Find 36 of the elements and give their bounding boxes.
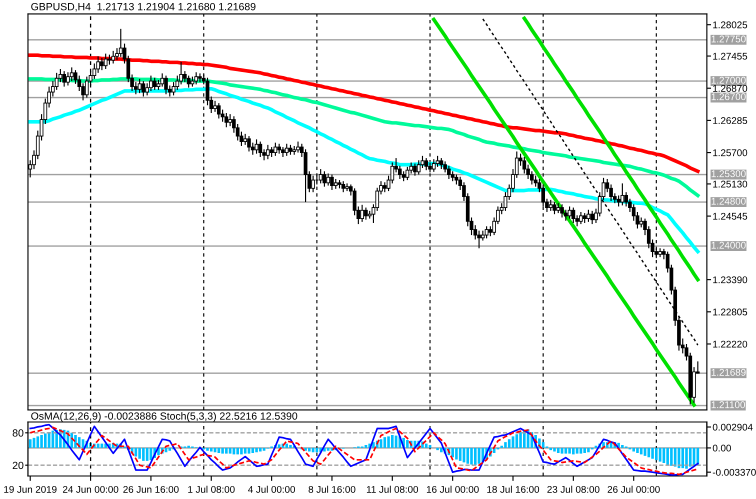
ref-line-label: 1.27750 — [712, 36, 746, 42]
y-tick-label: 0.002904 — [712, 424, 753, 431]
y-tick-label: 1.24545 — [713, 212, 748, 220]
x-tick-label: 19 Jun 2019 — [4, 486, 57, 493]
x-tick-label: 23 Jul 08:00 — [547, 486, 600, 493]
y-tick-label: 1.22220 — [713, 340, 748, 348]
ref-line-label: 1.27000 — [712, 76, 746, 84]
y-tick-label: 1.27455 — [713, 52, 748, 60]
x-tick-label: 26 Jul 00:00 — [608, 486, 660, 493]
y2-tick-label: 80 — [12, 429, 24, 437]
x-tick-label: 18 Jul 16:00 — [487, 486, 540, 493]
y-tick-label: 1.22805 — [713, 308, 748, 316]
x-tick-label: 16 Jul 00:00 — [426, 486, 479, 493]
y-tick-label: -0.003370 — [712, 468, 756, 476]
ref-line-label: 1.21689 — [712, 368, 746, 376]
y-tick-label: 1.23390 — [713, 276, 748, 284]
ref-line-label: 1.24000 — [712, 242, 746, 249]
ref-line-label: 1.26700 — [712, 93, 746, 100]
y2-tick-label: 20 — [12, 462, 24, 470]
ref-line-label: 1.21100 — [712, 401, 745, 408]
chart-title: GBPUSD,H4 1.21713 1.21904 1.21680 1.21689 — [31, 2, 256, 12]
ref-line-label: 1.24800 — [712, 198, 746, 205]
ref-line-label: 1.25300 — [712, 170, 746, 178]
y-tick-label: 1.25130 — [713, 180, 748, 188]
y-tick-label: 1.26870 — [713, 84, 748, 92]
x-tick-label: 24 Jun 00:00 — [62, 486, 118, 493]
y-tick-label: 1.28025 — [713, 21, 748, 28]
y-tick-label: 1.26285 — [713, 117, 748, 124]
x-tick-label: 4 Jul 00:00 — [248, 486, 296, 493]
chart-title: OsMA(12,26,9) -0.0023886 Stoch(5,3,3) 22.5216 12.5390 — [31, 412, 298, 422]
x-tick-label: 26 Jun 16:00 — [123, 486, 179, 493]
x-tick-label: 8 Jul 16:00 — [308, 486, 356, 493]
y-tick-label: 1.25700 — [713, 149, 748, 156]
y-tick-label: 0.00 — [712, 444, 731, 452]
x-tick-label: 1 Jul 08:00 — [188, 486, 235, 493]
x-tick-label: 11 Jul 08:00 — [366, 486, 418, 493]
